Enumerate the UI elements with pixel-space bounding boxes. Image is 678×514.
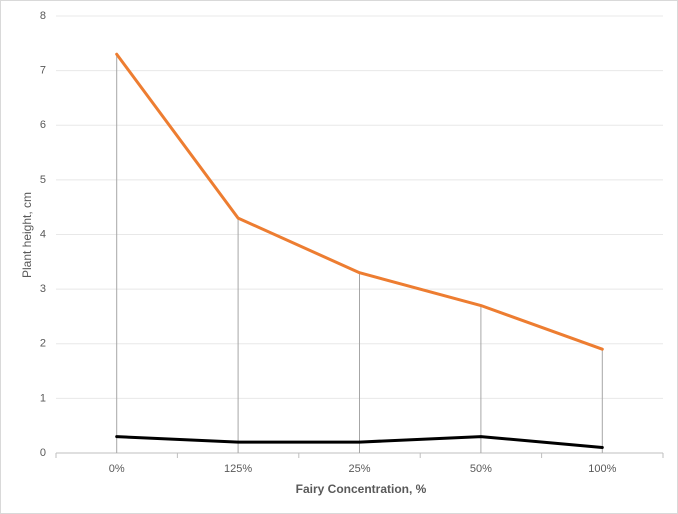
x-tick-label: 0% — [109, 463, 125, 475]
y-axis-title: Plant height, cm — [20, 192, 34, 278]
series-line — [115, 52, 604, 351]
y-tick-label: 6 — [40, 119, 46, 131]
y-tick-label: 7 — [40, 65, 46, 77]
y-tick-label: 4 — [40, 228, 46, 240]
x-axis-title: Fairy Concentration, % — [296, 482, 427, 496]
y-tick-label: 1 — [40, 392, 46, 404]
y-tick-label: 8 — [40, 10, 46, 22]
x-tick-label: 25% — [348, 463, 370, 475]
y-tick-label: 0 — [40, 447, 46, 459]
x-tick-label: 100% — [588, 463, 616, 475]
series-line — [115, 435, 604, 450]
x-tick-label: 50% — [470, 463, 492, 475]
y-tick-label: 3 — [40, 283, 46, 295]
x-tick-label: 125% — [224, 463, 252, 475]
y-tick-label: 5 — [40, 174, 46, 186]
y-tick-label: 2 — [40, 338, 46, 350]
